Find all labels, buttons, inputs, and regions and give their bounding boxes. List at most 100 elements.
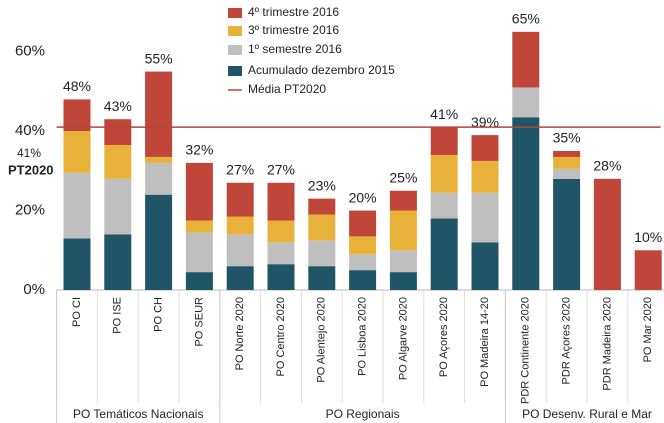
y-tick-label: 60%	[15, 43, 45, 60]
bar-segment	[349, 270, 377, 290]
bar-segment	[430, 192, 458, 219]
bar-segment	[63, 172, 91, 239]
x-tick-label: PO Mar 2020	[642, 297, 654, 362]
legend-swatch	[228, 26, 242, 36]
bar-segment	[308, 240, 336, 267]
total-label: 23%	[308, 177, 336, 193]
legend-label: Acumulado dezembro 2015	[248, 63, 395, 77]
bar-segment	[471, 160, 499, 193]
x-tick-label: PO Lisboa 2020	[357, 297, 369, 376]
group-label: PO Temáticos Nacionais	[73, 407, 204, 421]
legend-label: 3º trimestre 2016	[248, 23, 339, 37]
bar-segment	[389, 190, 417, 211]
bar-segment	[349, 210, 377, 237]
bar-segment	[267, 242, 295, 265]
bar-segment	[430, 218, 458, 290]
group-label: PO Desenv. Rural e Mar	[522, 407, 652, 421]
legend-swatch	[228, 45, 242, 55]
bar-segment	[553, 178, 581, 290]
x-tick-label: PO Alentejo 2020	[316, 297, 328, 383]
total-label: 65%	[512, 11, 540, 27]
bar-segment	[226, 266, 254, 290]
bar-segment	[553, 151, 581, 157]
legend-label: Média PT2020	[248, 82, 326, 96]
bar-segment	[63, 99, 91, 132]
total-label: 32%	[185, 142, 213, 158]
bar-segment	[389, 272, 417, 290]
total-label: 27%	[226, 161, 254, 177]
total-label: 28%	[593, 158, 621, 174]
bar-segment	[145, 194, 173, 290]
bar-segment	[471, 135, 499, 161]
bar-segment	[185, 232, 213, 273]
x-tick-label: PDR Açores 2020	[561, 297, 573, 384]
bar-segment	[389, 250, 417, 273]
bar-segment	[267, 220, 295, 243]
legend-swatch	[228, 8, 242, 18]
bar-segment	[430, 127, 458, 155]
bar-segment	[185, 272, 213, 290]
reference-sublabel: PT2020	[8, 162, 54, 177]
bar-segment	[471, 242, 499, 290]
x-tick-label: PO Algarve 2020	[397, 297, 409, 380]
bar-segment	[512, 87, 540, 118]
bar-segment	[63, 238, 91, 290]
bar-segment	[349, 254, 377, 271]
y-tick-label: 40%	[15, 122, 45, 139]
total-label: 39%	[471, 114, 499, 130]
bar-segment	[63, 131, 91, 173]
total-label: 20%	[349, 189, 377, 205]
bar-segment	[634, 250, 662, 290]
bar-segment	[104, 178, 132, 235]
x-tick-label: PO CH	[153, 297, 165, 332]
total-label: 35%	[553, 130, 581, 146]
bar-segment	[185, 220, 213, 233]
legend-label: 4º trimestre 2016	[248, 5, 339, 19]
group-label: PO Regionais	[326, 407, 400, 421]
bar-segment	[308, 198, 336, 215]
bar-segment	[145, 162, 173, 195]
total-label: 25%	[389, 169, 417, 185]
bar-segment	[267, 264, 295, 290]
bar-segment	[308, 214, 336, 241]
x-tick-label: PDR Madeira 2020	[601, 297, 613, 391]
bar-segment	[104, 145, 132, 179]
bar-segment	[349, 236, 377, 255]
x-tick-label: PO Centro 2020	[275, 297, 287, 377]
bar-segment	[104, 119, 132, 146]
bar-segment	[308, 266, 336, 290]
bar-segment	[389, 210, 417, 251]
bar-segment	[553, 156, 581, 169]
bar-segment	[185, 162, 213, 221]
bar-segment	[553, 168, 581, 179]
legend-label: 1º semestre 2016	[248, 42, 342, 56]
bar-segment	[145, 156, 173, 163]
y-tick-label: 0%	[23, 281, 45, 298]
total-label: 41%	[430, 106, 458, 122]
x-tick-label: PO Madeira 14-20	[479, 297, 491, 387]
x-tick-label: PO CI	[71, 297, 83, 327]
x-tick-label: PO Norte 2020	[234, 297, 246, 370]
total-label: 43%	[104, 98, 132, 114]
bar-segment	[226, 182, 254, 217]
bar-segment	[512, 31, 540, 88]
bar-segment	[430, 154, 458, 193]
bar-segment	[104, 234, 132, 290]
bar-segment	[226, 234, 254, 267]
x-tick-label: PO ISE	[112, 297, 124, 334]
total-label: 10%	[634, 229, 662, 245]
bar-segment	[593, 178, 621, 290]
total-label: 55%	[145, 50, 173, 66]
bar-segment	[267, 182, 295, 221]
reference-label: 41%	[17, 146, 41, 160]
bar-segment	[512, 117, 540, 290]
legend-swatch	[228, 66, 242, 76]
x-tick-label: PDR Continente 2020	[520, 297, 532, 404]
x-tick-label: PO SEUR	[193, 297, 205, 347]
total-label: 48%	[63, 78, 91, 94]
total-label: 27%	[267, 161, 295, 177]
x-tick-label: PO Açores 2020	[438, 297, 450, 377]
y-tick-label: 20%	[15, 202, 45, 219]
bar-segment	[471, 192, 499, 243]
